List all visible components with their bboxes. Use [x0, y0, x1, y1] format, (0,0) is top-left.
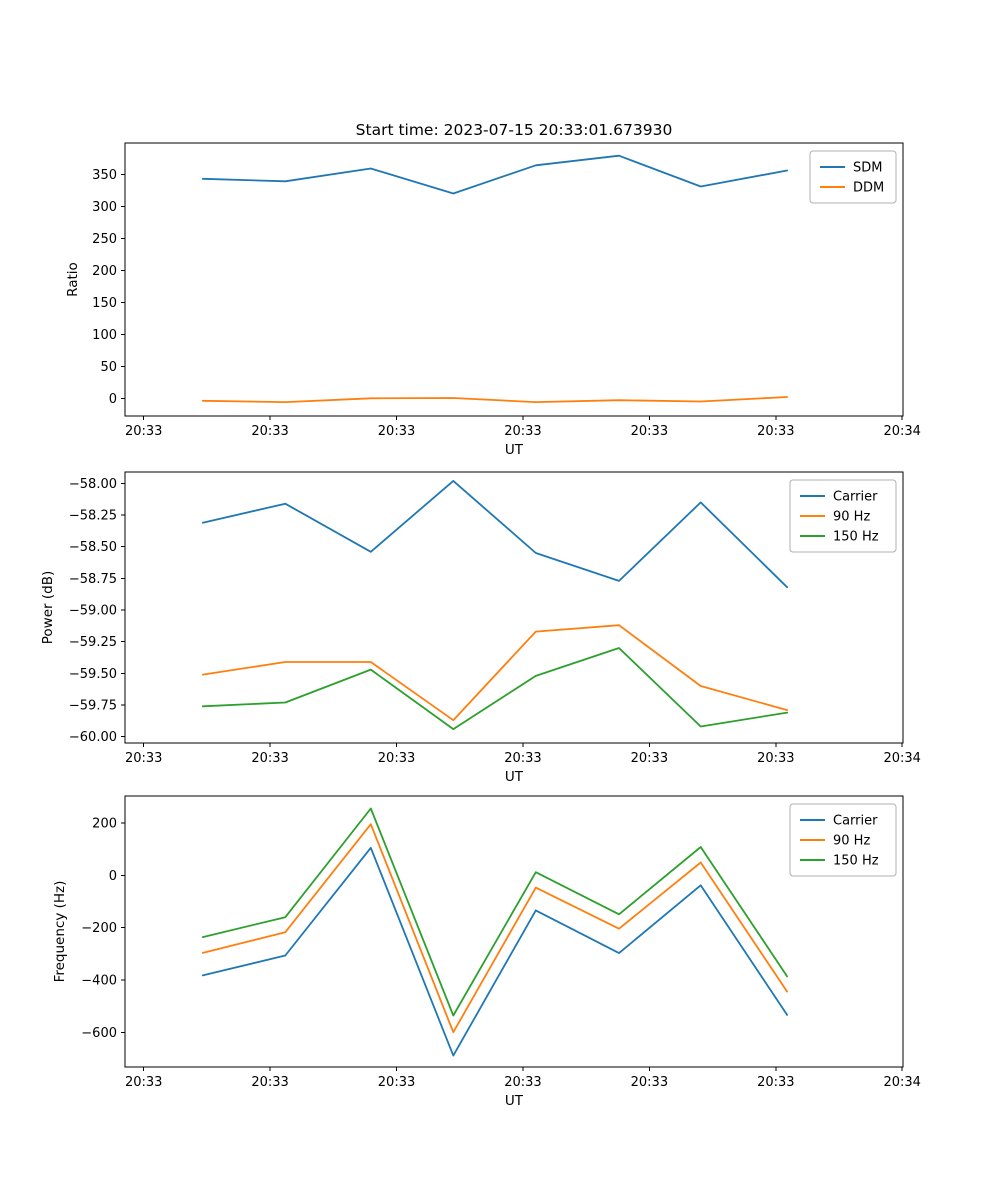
- power-plot-frame: [124, 471, 904, 744]
- frequency-legend: Carrier 90 Hz 150 Hz: [789, 803, 897, 877]
- frequency-series-line-90-hz: [201, 823, 788, 1034]
- power-x-tick-label: 20:33: [757, 751, 794, 766]
- power-series-line-carrier: [201, 479, 788, 589]
- ratio-x-tick-label: 20:33: [125, 424, 162, 439]
- ratio-y-tick-label: 300: [92, 200, 117, 215]
- power-series-line-150-hz: [201, 647, 788, 730]
- power-y-tick-label: −59.25: [69, 635, 117, 650]
- ratio-series-line-ddm: [201, 396, 788, 404]
- frequency-x-axis-label: UT: [505, 1093, 524, 1109]
- power-y-axis-label: Power (dB): [40, 571, 56, 644]
- ratio-legend-box: [809, 150, 897, 204]
- frequency-x-tick-label: 20:33: [125, 1075, 162, 1090]
- ratio-subplot: 0 50 100 150 200 250 300 350 20:33 20:33 20:33 20:3…: [65, 142, 921, 458]
- frequency-y-tick-label: −400: [81, 974, 117, 989]
- frequency-legend-label-90-hz: 90 Hz: [833, 834, 870, 849]
- power-y-tick-label: −59.00: [69, 604, 117, 619]
- frequency-y-tick-label: −200: [81, 921, 117, 936]
- power-y-tick-label: −60.00: [69, 730, 117, 745]
- ratio-y-tick-label: 0: [109, 392, 117, 407]
- ratio-plot-frame: [124, 142, 904, 417]
- power-x-axis-label: UT: [505, 769, 524, 785]
- frequency-legend-box: [789, 803, 897, 877]
- ratio-x-tick-label: 20:33: [378, 424, 415, 439]
- power-legend-label-150-hz: 150 Hz: [833, 530, 879, 545]
- frequency-x-tick-label: 20:33: [504, 1075, 541, 1090]
- power-legend-label-90-hz: 90 Hz: [833, 510, 870, 525]
- power-x-tick-label: 20:34: [883, 751, 920, 766]
- ratio-x-axis-label: UT: [505, 442, 524, 458]
- ratio-legend: SDM DDM: [809, 150, 897, 204]
- frequency-y-tick-label: 200: [92, 816, 117, 831]
- power-y-tick-label: −58.25: [69, 509, 117, 524]
- power-y-tick-label: −58.00: [69, 477, 117, 492]
- ratio-x-tick-label: 20:34: [883, 424, 920, 439]
- power-subplot: −60.00 −59.75 −59.50 −59.25 −59.00 −58.75 −58.…: [40, 471, 921, 785]
- frequency-y-axis-label: Frequency (Hz): [52, 881, 68, 983]
- ratio-series-line-sdm: [201, 154, 788, 195]
- frequency-legend-label-carrier: Carrier: [833, 814, 878, 829]
- frequency-x-tick-label: 20:33: [631, 1075, 668, 1090]
- power-legend: Carrier 90 Hz 150 Hz: [789, 479, 897, 553]
- power-legend-label-carrier: Carrier: [833, 490, 878, 505]
- power-x-tick-label: 20:33: [504, 751, 541, 766]
- ratio-x-tick-label: 20:33: [757, 424, 794, 439]
- power-series-line-90-hz: [201, 624, 788, 722]
- frequency-plot-frame: [124, 795, 904, 1068]
- ratio-y-tick-label: 100: [92, 328, 117, 343]
- power-x-tick-label: 20:33: [125, 751, 162, 766]
- power-x-tick-label: 20:33: [631, 751, 668, 766]
- frequency-x-tick-label: 20:33: [757, 1075, 794, 1090]
- frequency-subplot: −600 −400 −200 0 200 20:33 20:33 20:33 20:33 20:3…: [52, 795, 921, 1109]
- ratio-x-tick-label: 20:33: [631, 424, 668, 439]
- frequency-y-tick-label: −600: [81, 1026, 117, 1041]
- power-y-tick-label: −58.75: [69, 572, 117, 587]
- frequency-x-tick-label: 20:33: [378, 1075, 415, 1090]
- power-y-tick-label: −59.75: [69, 699, 117, 714]
- figure-title: Start time: 2023-07-15 20:33:01.673930: [356, 121, 673, 139]
- ratio-x-tick-label: 20:33: [251, 424, 288, 439]
- frequency-y-tick-label: 0: [109, 869, 117, 884]
- power-legend-box: [789, 479, 897, 553]
- power-x-tick-label: 20:33: [378, 751, 415, 766]
- ratio-y-tick-label: 150: [92, 296, 117, 311]
- frequency-x-tick-label: 20:34: [883, 1075, 920, 1090]
- frequency-series-line-carrier: [201, 846, 788, 1057]
- ratio-y-tick-label: 50: [100, 360, 117, 375]
- power-y-tick-label: −58.50: [69, 540, 117, 555]
- ratio-y-axis-label: Ratio: [65, 262, 81, 297]
- frequency-series-line-150-hz: [201, 807, 788, 1017]
- ratio-legend-label-ddm: DDM: [853, 181, 884, 196]
- ratio-y-tick-label: 250: [92, 232, 117, 247]
- ratio-y-tick-label: 200: [92, 264, 117, 279]
- ratio-y-tick-label: 350: [92, 168, 117, 183]
- power-y-tick-label: −59.50: [69, 667, 117, 682]
- ratio-legend-label-sdm: SDM: [853, 161, 882, 176]
- frequency-legend-label-150-hz: 150 Hz: [833, 854, 879, 869]
- power-x-tick-label: 20:33: [251, 751, 288, 766]
- ratio-x-tick-label: 20:33: [504, 424, 541, 439]
- frequency-x-tick-label: 20:33: [251, 1075, 288, 1090]
